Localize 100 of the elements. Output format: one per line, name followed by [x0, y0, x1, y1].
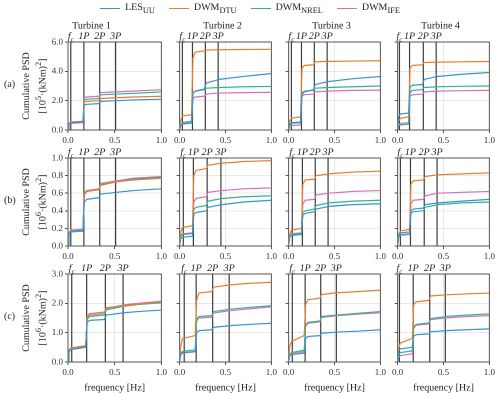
- x-tick-label: 0.0: [283, 250, 295, 261]
- x-tick-label: 0.0: [283, 134, 295, 145]
- x-tick-label: 0.5: [220, 366, 232, 377]
- x-tick-label: 1.0: [156, 366, 168, 377]
- x-tick-label: 1.0: [266, 366, 278, 377]
- y-tick-label: 2.0: [52, 298, 64, 308]
- ref-line-label: 3P: [330, 263, 342, 274]
- x-tick-label: 0.5: [220, 250, 232, 261]
- x-tick-label: 1.0: [266, 134, 278, 145]
- ref-line-label: 2P: [315, 263, 326, 274]
- legend-label: DWM$_{NREL}$: [276, 2, 323, 15]
- x-tick-label: 0.0: [174, 366, 186, 377]
- legend-label: LES$_{UU}$: [125, 2, 155, 15]
- ref-line-label: 2P: [418, 147, 430, 158]
- y-tick-label: 1.0: [52, 152, 64, 162]
- ref-line-label: 3P: [214, 147, 226, 158]
- ref-line-label: 2P: [418, 31, 429, 42]
- y-tick-label: 0.8: [52, 170, 64, 180]
- ref-line-label: 3P: [116, 263, 129, 274]
- x-axis-title: frequency [Hz]: [413, 382, 474, 394]
- ref-line-label: 1P: [300, 263, 311, 274]
- ref-line-label: 2P: [308, 31, 320, 42]
- x-tick-label: 0.0: [174, 134, 186, 145]
- ref-line-label: 1P: [408, 263, 419, 274]
- x-tick-label: 0.5: [109, 250, 121, 261]
- x-tick-label: 1.0: [374, 250, 386, 261]
- ref-line-label: 1P: [296, 147, 308, 158]
- x-tick-label: 0.0: [174, 250, 186, 261]
- ref-line-label: 2P: [100, 263, 111, 274]
- x-tick-label: 0.5: [438, 250, 450, 261]
- ref-line-label: 3P: [109, 147, 122, 158]
- x-axis-title: frequency [Hz]: [304, 382, 365, 394]
- x-tick-label: 1.0: [374, 134, 386, 145]
- y-tick-label: 0.2: [52, 222, 63, 233]
- x-axis-title: frequency [Hz]: [84, 382, 146, 394]
- x-tick-label: 0.5: [438, 366, 450, 377]
- x-tick-label: 1.0: [484, 366, 496, 377]
- ref-line-label: 3P: [222, 263, 235, 274]
- x-tick-label: 1.0: [266, 250, 278, 261]
- chart-title: Turbine 4: [421, 20, 460, 32]
- ref-line-label: 2P: [202, 147, 213, 158]
- text: (b): [4, 195, 16, 206]
- ref-line-label: 3P: [212, 31, 224, 42]
- ref-line-label: 2P: [207, 263, 218, 274]
- chart-title: Turbine 1: [72, 20, 111, 32]
- chart-title: Turbine 3: [312, 20, 351, 32]
- legend-label: DWM$_{IFE}$: [362, 2, 400, 15]
- y-tick-label: 6.0: [52, 36, 64, 46]
- ref-line-label: 3P: [320, 31, 333, 42]
- ref-line-label: 3P: [430, 31, 442, 42]
- x-tick-label: 1.0: [156, 250, 168, 261]
- y-tick-label: 0.6: [52, 188, 64, 198]
- ref-line-label: 1P: [81, 263, 92, 274]
- x-tick-label: 0.0: [62, 250, 74, 261]
- x-tick-label: 0.0: [283, 366, 295, 377]
- ref-line-label: 2P: [94, 31, 106, 42]
- x-tick-label: 0.0: [392, 250, 404, 261]
- y-tick-label: 0.4: [52, 205, 64, 216]
- x-tick-label: 0.5: [109, 366, 121, 377]
- y-tick-label: 2.0: [52, 95, 64, 106]
- x-axis-title: frequency [Hz]: [195, 382, 256, 394]
- text: (a): [4, 79, 16, 90]
- ref-line-label: 1P: [296, 31, 308, 42]
- x-tick-label: 1.0: [484, 134, 496, 145]
- ref-line-label: 2P: [200, 31, 211, 42]
- y-tick-label: 3.0: [52, 268, 64, 278]
- y-tick-label: 0.0: [52, 356, 64, 366]
- x-tick-label: 0.0: [62, 134, 74, 145]
- legend-label: DWM$_{DTU}$: [194, 2, 237, 15]
- ref-line-label: 2P: [424, 263, 436, 274]
- ref-line-label: 2P: [310, 147, 321, 158]
- x-tick-label: 0.5: [328, 366, 341, 377]
- ref-line-label: 1P: [78, 147, 90, 158]
- ref-line-label: 3P: [438, 263, 451, 274]
- x-tick-label: 1.0: [484, 250, 496, 261]
- x-tick-label: 1.0: [374, 366, 386, 377]
- x-tick-label: 0.0: [392, 366, 404, 377]
- x-tick-label: 0.0: [62, 366, 74, 377]
- x-tick-label: 0.5: [438, 134, 450, 145]
- y-tick-label: 1.0: [52, 327, 64, 338]
- x-tick-label: 0.5: [109, 134, 121, 145]
- ref-line-label: 1P: [404, 147, 416, 158]
- ref-line-label: 1P: [404, 31, 416, 42]
- text: (c): [4, 311, 16, 322]
- ref-line-label: 3P: [109, 31, 122, 42]
- ref-line-label: 1P: [78, 31, 90, 42]
- x-tick-label: 0.5: [220, 134, 232, 145]
- ref-line-label: 1P: [190, 263, 202, 274]
- ref-line-label: 2P: [94, 147, 106, 158]
- x-tick-label: 1.0: [156, 134, 168, 145]
- y-tick-label: 0.0: [52, 124, 64, 134]
- x-tick-label: 0.5: [328, 134, 341, 145]
- y-tick-label: 0.0: [52, 240, 64, 250]
- x-tick-label: 0.0: [392, 134, 404, 145]
- chart-title: Turbine 2: [203, 20, 242, 32]
- ref-line-label: 3P: [322, 147, 334, 158]
- y-tick-label: 4.0: [52, 66, 64, 76]
- ref-line-label: 1P: [188, 147, 199, 158]
- ref-line-label: 3P: [430, 147, 443, 158]
- x-tick-label: 0.5: [328, 250, 341, 261]
